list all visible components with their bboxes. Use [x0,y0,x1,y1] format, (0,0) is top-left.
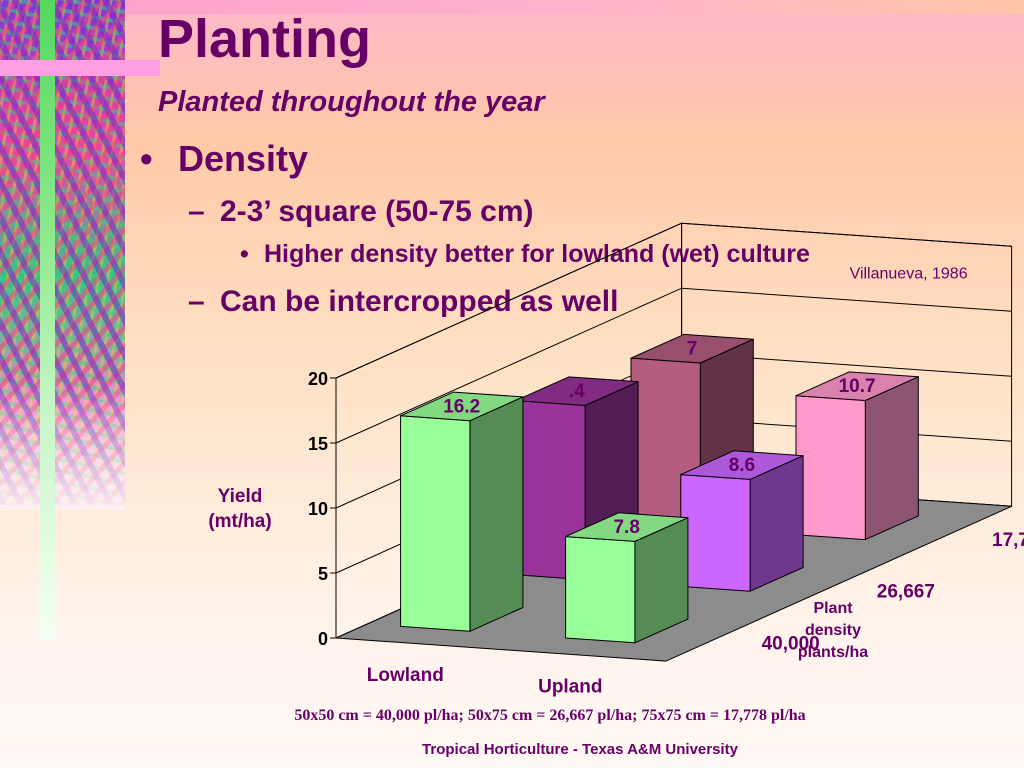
category-label: Lowland [367,665,444,686]
slide-subtitle: Planted throughout the year [158,86,545,118]
bullet-square-spacing: –2-3’ square (50-75 cm) [188,195,534,229]
gridline [335,287,1012,444]
bar-data-label: 7 [687,339,698,360]
bar-data-label: 7.8 [613,517,639,538]
bullet-density: • Density [140,138,308,180]
y-tick-label: 5 [318,564,328,584]
bullet-intercropped: – Can be intercropped as well [188,285,618,319]
bar-top [630,333,754,364]
bar-data-label: .4 [569,381,585,402]
depth-axis-label: Plant density plants/ha [778,598,888,664]
bar-top [400,391,524,422]
bar-front [565,536,636,644]
category-label: Upland [538,676,602,697]
bullet-marker: • [240,240,249,268]
bar-front [795,395,866,541]
mosaic-fade [0,380,125,510]
top-decorative-band [0,0,1024,14]
y-tick-label: 0 [318,629,328,649]
green-vertical-strip [40,0,55,640]
spacing-caption: 50x50 cm = 40,000 pl/ha; 50x75 cm = 26,6… [294,707,806,724]
bar-top [565,512,689,542]
y-tick-label: 10 [308,499,328,519]
bar-top [795,371,919,401]
depth-label: 40,000 [762,633,820,654]
bar-top [515,376,639,406]
depth-label: 17,778 [992,530,1024,551]
slide-title: Planting [158,9,371,69]
slide-footer: Tropical Horticulture - Texas A&M Univer… [422,741,738,758]
bullet-text: Can be intercropped as well [220,285,619,318]
dash-marker: – [188,285,205,318]
bar-data-label: 16.2 [443,396,480,417]
bar-data-label: 10.7 [839,376,876,397]
depth-axis-label-line: density [804,622,861,639]
bar-front [400,415,471,632]
y-tick-label: 15 [308,434,328,454]
bar-side [864,376,919,541]
bullet-text: Higher density better for lowland (wet) … [264,240,810,268]
bar-front [680,474,751,592]
pink-horizontal-strip [0,60,160,76]
dash-marker: – [188,195,205,228]
y-axis-label-line: Yield [217,486,263,507]
bullet-lowland-density: • Higher density better for lowland (wet)… [240,240,810,269]
bullet-text: 2-3’ square (50-75 cm) [220,195,534,228]
y-tick-label: 20 [308,369,328,389]
bar-data-label: 8.6 [729,455,755,476]
bar-top [680,450,804,480]
y-axis-label: Yield (mt/ha) [185,484,295,534]
gridline [335,222,1012,379]
bar-side [469,396,524,632]
chart-annotation: Villanueva, 1986 [850,265,968,282]
y-axis-label-line: (mt/ha) [208,511,272,532]
depth-axis-label-line: plants/ha [797,644,869,661]
bullet-text: Density [178,138,309,179]
depth-axis-label-line: Plant [813,600,853,617]
depth-label: 26,667 [877,582,935,603]
bullet-marker: • [140,138,153,179]
